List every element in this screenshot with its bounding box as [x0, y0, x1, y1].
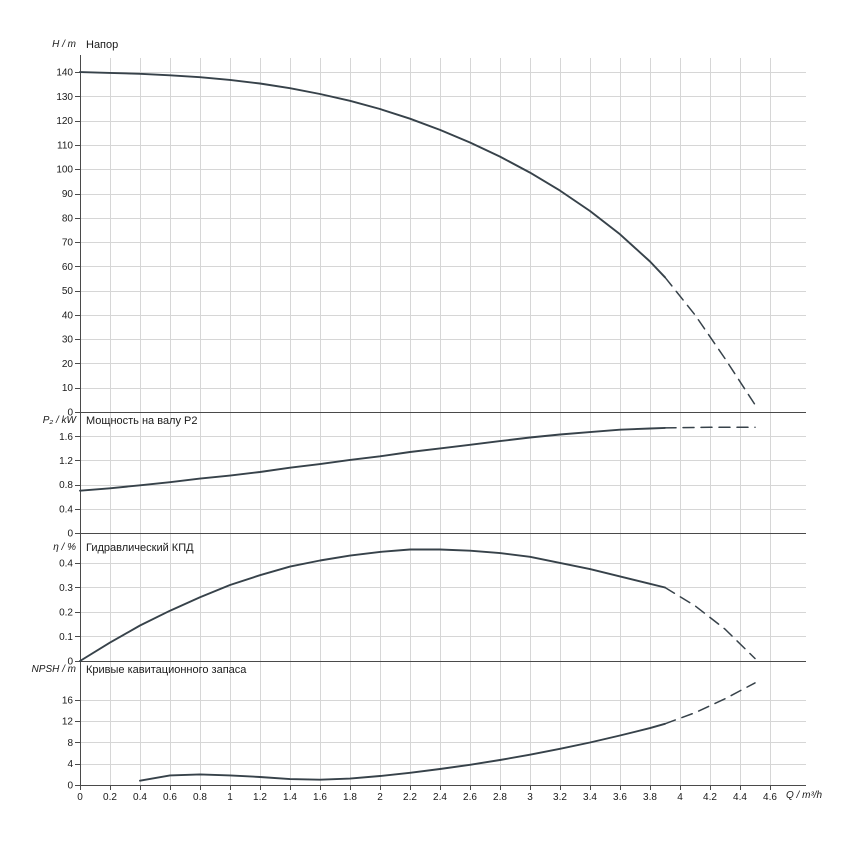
y-tick-label: 0.1	[59, 632, 73, 643]
y-tick-label: 120	[56, 116, 73, 127]
x-tick-label: 0.8	[193, 792, 207, 803]
y-tick-label: 0.4	[59, 504, 73, 515]
curve-efficiency-solid	[79, 548, 666, 662]
x-tick-label: 0.4	[133, 792, 147, 803]
x-tick-label: 2.8	[493, 792, 507, 803]
y-tick-label: 130	[56, 92, 73, 103]
y-tick-label: 4	[67, 759, 73, 770]
curve-head-dashed	[664, 276, 756, 406]
panel-title-shaft-power: Мощность на валу P2	[86, 415, 198, 427]
y-tick-label: 12	[62, 717, 74, 728]
x-tick-label: 4.4	[733, 792, 747, 803]
x-tick-label: 1.2	[253, 792, 267, 803]
panel-title-efficiency: Гидравлический КПД	[86, 542, 194, 554]
y-tick-label: 140	[56, 68, 73, 79]
curve-shaft-power-dashed	[664, 426, 756, 429]
y-tick-label: 70	[62, 238, 74, 249]
x-tick-label: 4	[677, 792, 683, 803]
curve-efficiency-dashed	[664, 586, 756, 660]
y-tick-label: 90	[62, 189, 74, 200]
x-tick-label: 2.4	[433, 792, 447, 803]
y-tick-label: 40	[62, 310, 74, 321]
x-tick-label: 2	[377, 792, 383, 803]
panel-title-npsh: Кривые кавитационного запаса	[86, 664, 247, 676]
x-tick-label: 3.2	[553, 792, 567, 803]
y-axis-label-npsh: NPSH / m	[31, 664, 76, 675]
x-tick-label: 3.4	[583, 792, 597, 803]
x-tick-label: 1.8	[343, 792, 357, 803]
curve-layer	[79, 71, 756, 782]
curve-head-solid	[79, 71, 666, 279]
y-tick-label: 80	[62, 213, 74, 224]
x-axis-label: Q / m³/h	[786, 790, 823, 801]
curve-npsh-solid	[139, 722, 666, 782]
x-tick-label: 4.6	[763, 792, 777, 803]
x-tick-label: 0.6	[163, 792, 177, 803]
y-axis-label-efficiency: η / %	[53, 542, 76, 553]
y-tick-label: 0.4	[59, 558, 73, 569]
panel-title-head: Напор	[86, 39, 119, 51]
y-tick-label: 0.3	[59, 583, 73, 594]
x-tick-label: 1.6	[313, 792, 327, 803]
y-tick-label: 0	[67, 781, 73, 792]
tick-label-layer: 0 0.2 0.4 0.6 0.8 1 1.2 1.4 1.6 1.8 2 2.2 2.4 2.6 2.8 3…	[56, 68, 777, 803]
y-tick-label: 1.2	[59, 456, 73, 467]
x-tick-label: 4.2	[703, 792, 717, 803]
y-axis-label-head: H / m	[52, 39, 76, 50]
curve-shaft-power-solid	[79, 426, 666, 492]
y-tick-label: 50	[62, 286, 74, 297]
y-tick-label: 110	[57, 140, 73, 151]
y-tick-label: 16	[62, 695, 74, 706]
y-tick-label: 0	[67, 657, 73, 668]
x-tick-label: 3	[527, 792, 533, 803]
y-tick-label: 30	[62, 335, 74, 346]
x-tick-label: 2.6	[463, 792, 477, 803]
y-tick-label: 10	[62, 383, 74, 394]
y-axis-label-shaft-power: P₂ / kW	[42, 415, 76, 426]
axis-layer	[75, 55, 806, 790]
y-tick-label: 100	[56, 165, 73, 176]
x-tick-label: 3.8	[643, 792, 657, 803]
y-tick-label: 0	[67, 408, 73, 419]
y-tick-label: 60	[62, 262, 74, 273]
y-tick-label: 1.6	[59, 432, 73, 443]
y-tick-label: 0	[67, 529, 73, 540]
x-tick-label: 2.2	[403, 792, 417, 803]
x-tick-label: 0.2	[103, 792, 117, 803]
y-tick-label: 0.8	[59, 480, 73, 491]
x-tick-label: 1	[227, 792, 233, 803]
x-tick-label: 1.4	[283, 792, 297, 803]
y-tick-label: 8	[67, 738, 73, 749]
x-tick-label: 0	[77, 792, 83, 803]
y-tick-label: 0.2	[59, 607, 73, 618]
x-tick-label: 3.6	[613, 792, 627, 803]
curve-npsh-dashed	[664, 682, 756, 725]
y-tick-label: 20	[62, 359, 74, 370]
